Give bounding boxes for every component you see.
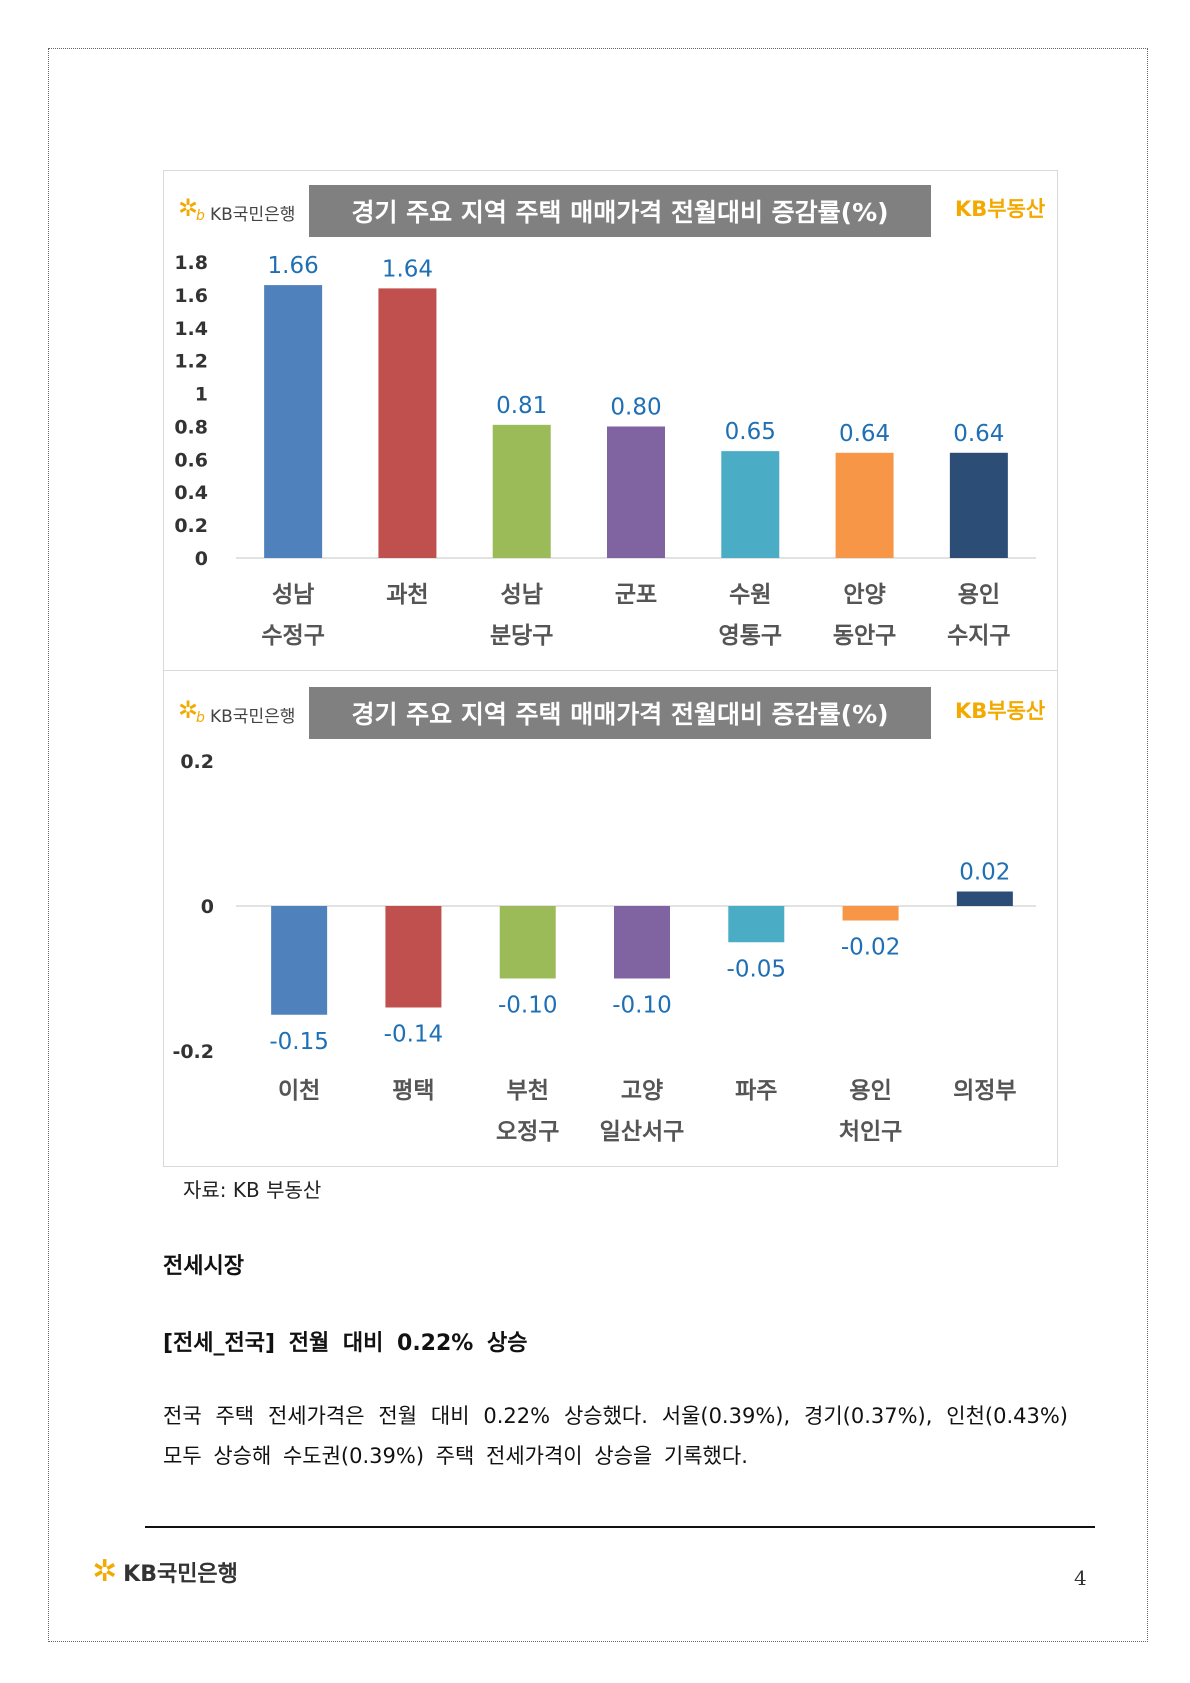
category-label: 분당구 bbox=[490, 623, 553, 649]
category-label: 수원 bbox=[729, 582, 771, 608]
y-tick-label: 1.6 bbox=[174, 285, 208, 307]
category-label: 동안구 bbox=[833, 623, 896, 649]
chart1-header: ✲ b KB국민은행 경기 주요 지역 주택 매매가격 전월대비 증감률(%) … bbox=[178, 185, 1045, 237]
bar bbox=[499, 906, 556, 979]
category-label: 수정구 bbox=[261, 623, 324, 649]
category-label: 성남 bbox=[272, 582, 314, 608]
bar bbox=[385, 906, 442, 1008]
category-label: 용인 bbox=[958, 582, 1000, 608]
data-label: 0.65 bbox=[725, 419, 776, 445]
bar bbox=[842, 906, 899, 921]
bar bbox=[949, 452, 1008, 558]
footer-logo: ✲ KB국민은행 bbox=[92, 1556, 238, 1588]
category-label: 오정구 bbox=[496, 1119, 559, 1145]
page-number: 4 bbox=[1074, 1566, 1087, 1590]
y-tick-label: -0.2 bbox=[172, 1041, 214, 1063]
y-tick-label: 0 bbox=[195, 548, 208, 570]
y-tick-label: 1.8 bbox=[174, 252, 208, 274]
y-tick-label: 0.6 bbox=[174, 449, 208, 471]
bar bbox=[835, 452, 894, 558]
page-frame bbox=[48, 48, 1148, 1642]
category-label: 파주 bbox=[735, 1078, 777, 1104]
category-label: 용인 bbox=[849, 1078, 891, 1104]
bar bbox=[264, 285, 323, 558]
y-tick-label: 1 bbox=[195, 384, 208, 406]
bar bbox=[271, 906, 328, 1015]
bar bbox=[721, 451, 780, 558]
category-label: 군포 bbox=[615, 582, 657, 608]
chart2-title: 경기 주요 지역 주택 매매가격 전월대비 증감률(%) bbox=[351, 700, 888, 729]
category-label: 영통구 bbox=[719, 623, 782, 649]
category-label: 일산서구 bbox=[600, 1119, 685, 1145]
chart1-title-bg bbox=[309, 185, 931, 237]
kb-logo-icon: ✲ b bbox=[178, 194, 205, 224]
footer-logo-text: KB국민은행 bbox=[123, 1562, 238, 1587]
kb-star-icon: ✲ bbox=[92, 1554, 118, 1589]
source-note: 자료: KB 부동산 bbox=[183, 1178, 322, 1202]
y-tick-label: 0.8 bbox=[174, 416, 208, 438]
y-tick-label: 0.2 bbox=[180, 751, 214, 773]
data-label: 0.64 bbox=[953, 421, 1004, 447]
chart2-header: ✲ b KB국민은행 경기 주요 지역 주택 매매가격 전월대비 증감률(%) … bbox=[178, 687, 1045, 739]
bar bbox=[956, 891, 1013, 906]
data-label: 0.64 bbox=[839, 421, 890, 447]
chart2-logo-text: KB국민은행 bbox=[210, 707, 295, 727]
data-label: 1.64 bbox=[382, 256, 433, 282]
y-tick-label: 1.4 bbox=[174, 318, 208, 340]
chart1-brand: KB부동산 bbox=[955, 197, 1045, 221]
y-tick-label: 0.4 bbox=[174, 482, 208, 504]
bar bbox=[728, 906, 785, 943]
kb-logo-icon: ✲ b bbox=[178, 696, 205, 726]
category-label: 이천 bbox=[278, 1078, 320, 1104]
chart-divider bbox=[163, 670, 1058, 671]
y-tick-label: 0.2 bbox=[174, 515, 208, 537]
category-label: 의정부 bbox=[953, 1078, 1016, 1104]
bar bbox=[607, 426, 665, 558]
y-tick-label: 0 bbox=[201, 896, 214, 918]
bar bbox=[378, 288, 437, 558]
category-label: 고양 bbox=[621, 1078, 663, 1104]
chart2-title-bg bbox=[309, 687, 931, 739]
data-label: -0.10 bbox=[612, 993, 672, 1019]
data-label: -0.02 bbox=[841, 935, 901, 961]
y-tick-label: 1.2 bbox=[174, 351, 208, 373]
category-label: 부천 bbox=[507, 1078, 549, 1104]
category-label: 과천 bbox=[386, 582, 428, 608]
bar bbox=[492, 424, 551, 558]
svg-text:b: b bbox=[196, 208, 205, 224]
category-label: 안양 bbox=[843, 582, 885, 608]
chart1-title: 경기 주요 지역 주택 매매가격 전월대비 증감률(%) bbox=[351, 198, 888, 227]
body-paragraph: 전국 주택 전세가격은 전월 대비 0.22% 상승했다. 서울(0.39%),… bbox=[163, 1404, 1068, 1468]
data-label: -0.14 bbox=[384, 1022, 444, 1048]
data-label: -0.15 bbox=[269, 1029, 329, 1055]
data-label: -0.10 bbox=[498, 993, 558, 1019]
data-label: -0.05 bbox=[727, 956, 787, 982]
category-label: 평택 bbox=[392, 1078, 434, 1104]
svg-text:✲: ✲ bbox=[178, 194, 198, 222]
category-label: 처인구 bbox=[839, 1119, 902, 1145]
footer-rule bbox=[145, 1526, 1095, 1528]
svg-text:b: b bbox=[196, 710, 205, 726]
chart2-brand: KB부동산 bbox=[955, 699, 1045, 723]
svg-text:✲: ✲ bbox=[178, 696, 198, 724]
chart1-logo-text: KB국민은행 bbox=[210, 205, 295, 225]
category-label: 수지구 bbox=[947, 623, 1010, 649]
data-label: 1.66 bbox=[268, 253, 319, 279]
data-label: 0.80 bbox=[610, 394, 661, 420]
data-label: 0.02 bbox=[959, 860, 1010, 886]
section-title: 전세시장 bbox=[163, 1254, 244, 1279]
chart1-plot: 00.20.40.60.811.21.41.61.8 1.66성남수정구1.64과… bbox=[174, 252, 1036, 649]
data-label: 0.81 bbox=[496, 393, 547, 419]
sub-title: [전세_전국] 전월 대비 0.22% 상승 bbox=[163, 1331, 528, 1356]
bar bbox=[614, 906, 670, 979]
category-label: 성남 bbox=[501, 582, 543, 608]
